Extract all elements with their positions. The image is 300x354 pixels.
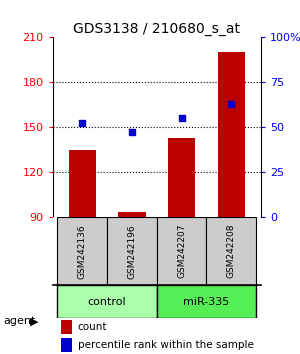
Bar — [157, 217, 206, 285]
Point — [229, 101, 234, 107]
Bar — [218, 52, 245, 217]
Point — [130, 130, 134, 135]
Text: control: control — [88, 297, 126, 307]
Text: miR-335: miR-335 — [183, 297, 230, 307]
Text: GSM242136: GSM242136 — [78, 224, 87, 279]
Bar — [58, 285, 157, 318]
Text: percentile rank within the sample: percentile rank within the sample — [77, 340, 254, 350]
Bar — [118, 212, 146, 217]
Bar — [61, 320, 72, 334]
Bar — [206, 217, 256, 285]
Bar — [157, 285, 256, 318]
Text: GSM242208: GSM242208 — [227, 224, 236, 279]
Text: GSM242196: GSM242196 — [128, 224, 136, 279]
Point — [179, 115, 184, 121]
Bar — [69, 149, 96, 217]
Bar — [61, 338, 72, 352]
Point — [80, 121, 85, 126]
Bar — [168, 138, 195, 217]
Bar — [107, 217, 157, 285]
Title: GDS3138 / 210680_s_at: GDS3138 / 210680_s_at — [73, 22, 240, 36]
Text: agent: agent — [3, 316, 35, 326]
Bar — [58, 217, 107, 285]
Text: count: count — [77, 322, 107, 332]
Text: ▶: ▶ — [30, 316, 38, 326]
Text: GSM242207: GSM242207 — [177, 224, 186, 279]
